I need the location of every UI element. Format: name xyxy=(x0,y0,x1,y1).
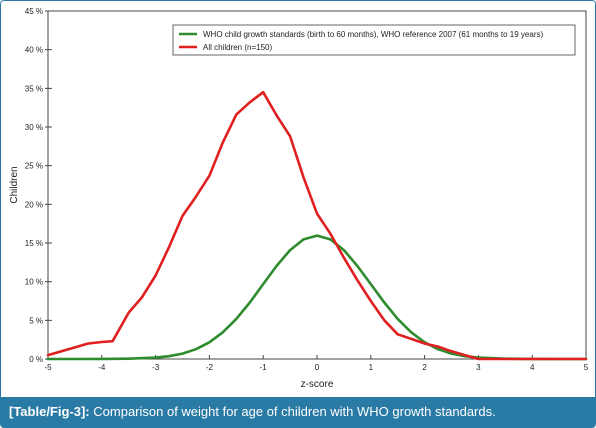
plot-area xyxy=(47,10,587,360)
x-tick-label: 0 xyxy=(315,363,320,372)
y-tick-label: 35 % xyxy=(25,84,43,93)
x-tick-label: 4 xyxy=(530,363,535,372)
y-axis-label: Children xyxy=(9,166,20,203)
series-line-1 xyxy=(46,234,588,361)
caption-tag: [Table/Fig-3]: xyxy=(9,404,90,419)
x-axis-label: z-score xyxy=(301,379,334,390)
y-axis-ticks: 0 % 5 % 10 % 15 % 20 % 25 % 30 % 35 % 40 % 45 % xyxy=(25,7,52,364)
y-tick-label: 0 % xyxy=(29,355,43,364)
y-tick-label: 5 % xyxy=(29,316,43,325)
series-layer xyxy=(46,90,588,361)
x-tick-label: 1 xyxy=(369,363,374,372)
y-tick-label: 25 % xyxy=(25,162,43,171)
legend-label-2: All children (n=150) xyxy=(203,43,272,52)
x-tick-label: 2 xyxy=(422,363,427,372)
x-axis-ticks: -5 -4 -3 -2 -1 0 1 2 3 4 5 xyxy=(44,355,589,372)
line-chart: 0 % 5 % 10 % 15 % 20 % 25 % 30 % 35 % 40 % 45 % -… xyxy=(1,1,595,397)
y-tick-label: 10 % xyxy=(25,278,43,287)
x-tick-label: -2 xyxy=(206,363,214,372)
x-tick-label: -1 xyxy=(260,363,268,372)
y-tick-label: 15 % xyxy=(25,239,43,248)
x-tick-label: -4 xyxy=(98,363,106,372)
figure-caption: [Table/Fig-3]: Comparison of weight for … xyxy=(1,397,595,427)
legend-box xyxy=(172,24,576,56)
legend-label-1: WHO child growth standards (birth to 60 … xyxy=(203,30,543,39)
x-tick-label: -3 xyxy=(152,363,160,372)
y-tick-label: 30 % xyxy=(25,123,43,132)
y-tick-label: 40 % xyxy=(25,46,43,55)
x-tick-label: -5 xyxy=(44,363,52,372)
caption-text: Comparison of weight for age of children… xyxy=(93,404,496,419)
x-tick-label: 5 xyxy=(584,363,589,372)
series-line-2 xyxy=(46,90,588,361)
y-tick-label: 20 % xyxy=(25,200,43,209)
legend: WHO child growth standards (birth to 60 … xyxy=(172,24,576,56)
x-tick-label: 3 xyxy=(476,363,481,372)
y-tick-label: 45 % xyxy=(25,7,43,16)
